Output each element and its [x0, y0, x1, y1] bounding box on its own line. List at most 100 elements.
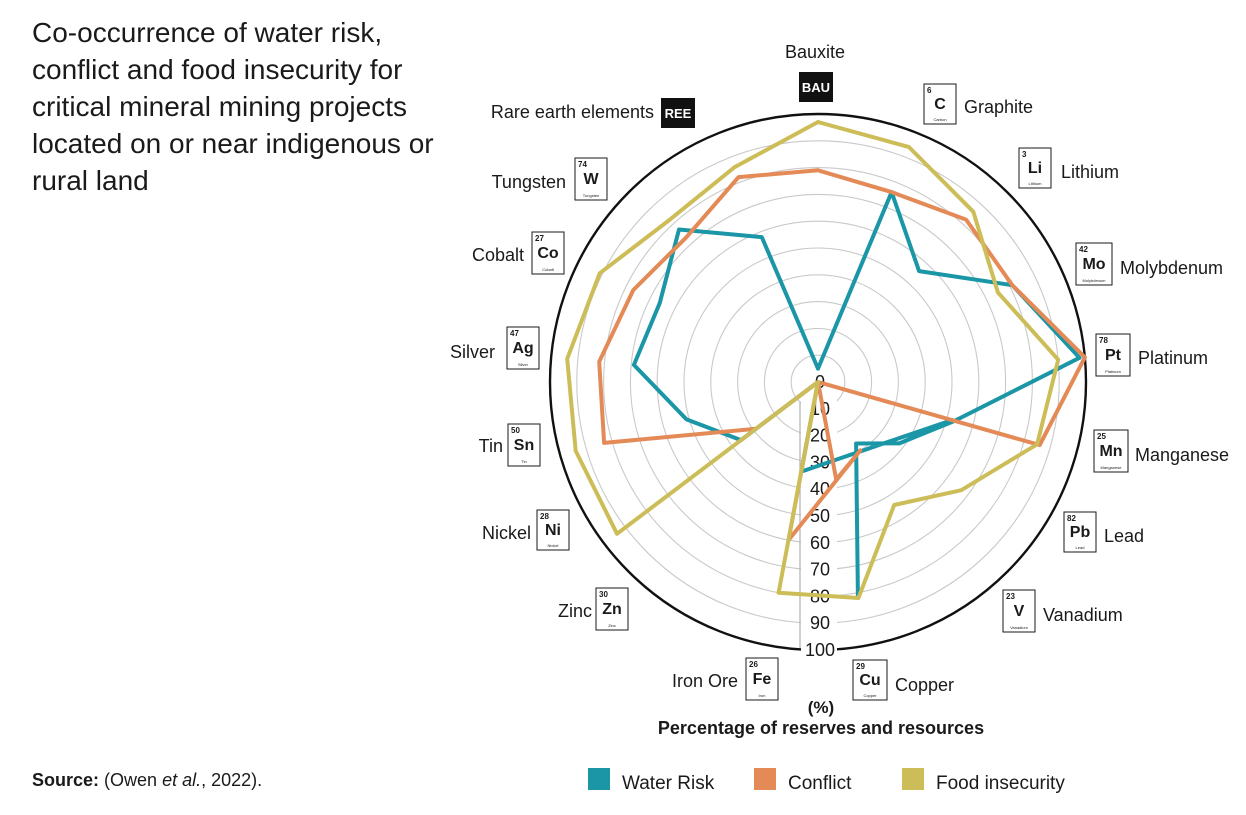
- element-subtitle: Tungsten: [583, 193, 600, 198]
- element-number: 78: [1099, 336, 1108, 345]
- mineral-name: Vanadium: [1043, 605, 1123, 625]
- tick-label: 100: [805, 640, 835, 660]
- element-subtitle: Cobalt: [542, 267, 554, 272]
- tick-label-bg: [801, 479, 837, 501]
- category-label: Lithium 3Li Lithium: [1018, 147, 1119, 189]
- element-badge: [1075, 242, 1113, 286]
- category-label: Bauxite BAU: [785, 42, 845, 102]
- mineral-name: Bauxite: [785, 42, 845, 62]
- legend-item: Food insecurity: [902, 768, 1065, 794]
- category-label: Tin 50 Sn Tin: [479, 423, 541, 467]
- element-symbol: Pb: [1070, 524, 1091, 541]
- element-symbol: Fe: [753, 671, 772, 688]
- element-number: 42: [1079, 245, 1088, 254]
- element-badge: [923, 83, 957, 125]
- element-symbol: V: [1014, 603, 1025, 620]
- mineral-name: Cobalt: [472, 245, 524, 265]
- series-line-food-insecurity: [565, 120, 1061, 600]
- element-number: 25: [1097, 432, 1106, 441]
- tick-label: 90: [810, 613, 830, 633]
- mineral-name: Silver: [450, 342, 495, 362]
- mineral-name: Platinum: [1138, 348, 1208, 368]
- category-label: Zinc 30 Zn Zinc: [558, 587, 629, 631]
- element-subtitle: Zinc: [608, 623, 616, 628]
- element-badge: [661, 98, 695, 128]
- mineral-name: Lead: [1104, 526, 1144, 546]
- element-symbol: Ag: [512, 340, 533, 357]
- mineral-name: Tin: [479, 436, 503, 456]
- element-badge: [1002, 589, 1036, 633]
- series-line-conflict: [597, 168, 1087, 543]
- element-number: 30: [599, 590, 608, 599]
- element-subtitle: Manganese: [1101, 465, 1123, 470]
- category-label: Platinum 78 Pt Platinum: [1095, 333, 1208, 377]
- element-subtitle: Tin: [521, 459, 526, 464]
- element-number: 3: [1022, 150, 1027, 159]
- axis-title: Percentage of reserves and resources: [658, 718, 984, 738]
- element-badge: [531, 231, 565, 275]
- element-badge: [595, 587, 629, 631]
- legend-label: Conflict: [788, 773, 852, 794]
- element-symbol: Ni: [545, 522, 561, 539]
- element-badge: [1018, 147, 1052, 189]
- element-symbol: Cu: [859, 672, 880, 689]
- legend-swatch: [754, 768, 776, 790]
- legend-item: Conflict: [754, 768, 852, 794]
- legend-item: Water Risk: [588, 768, 715, 794]
- element-subtitle: Vanadium: [1010, 625, 1028, 630]
- category-label: Cobalt 27 Co Cobalt: [472, 231, 565, 275]
- category-label: Tungsten 74 W Tungsten: [492, 157, 608, 201]
- mineral-name: Graphite: [964, 97, 1033, 117]
- element-badge: [799, 72, 833, 102]
- element-number: 28: [540, 512, 549, 521]
- category-label: Molybdenum 42 Mo Molybdenum: [1075, 242, 1223, 286]
- element-subtitle: Iron: [759, 693, 766, 698]
- element-symbol: Mo: [1082, 256, 1105, 273]
- element-symbol: Sn: [514, 437, 534, 454]
- element-symbol: BAU: [802, 80, 830, 95]
- element-subtitle: Lithium: [1029, 181, 1043, 186]
- tick-label-bg: [801, 532, 837, 554]
- element-symbol: C: [934, 96, 946, 113]
- source-label: Source:: [32, 770, 100, 790]
- element-symbol: Co: [537, 245, 559, 262]
- element-number: 23: [1006, 592, 1015, 601]
- element-badge: [1095, 333, 1131, 377]
- element-badge: [574, 157, 608, 201]
- tick-label-bg: [801, 640, 837, 661]
- source-text-italic: et al.: [162, 770, 202, 790]
- mineral-name: Tungsten: [492, 172, 566, 192]
- element-subtitle: Molybdenum: [1083, 278, 1107, 283]
- element-subtitle: Nickel: [548, 543, 559, 548]
- element-number: 74: [578, 160, 587, 169]
- axis-unit-label: (%): [808, 698, 834, 717]
- mineral-name: Copper: [895, 675, 954, 695]
- element-badge: [745, 657, 779, 701]
- element-badge: [1093, 429, 1129, 473]
- element-symbol: Pt: [1105, 347, 1122, 364]
- tick-label: 50: [810, 506, 830, 526]
- legend-label: Food insecurity: [936, 773, 1065, 794]
- element-symbol: Mn: [1099, 443, 1122, 460]
- tick-label: 20: [810, 426, 830, 446]
- mineral-name: Lithium: [1061, 162, 1119, 182]
- category-labels: BauxiteBAUGraphite6CCarbonLithium3LiLith…: [450, 42, 1229, 701]
- element-badge: [507, 423, 541, 467]
- tick-label-bg: [801, 613, 837, 635]
- tick-label: 70: [810, 560, 830, 580]
- element-symbol: Li: [1028, 160, 1042, 177]
- element-subtitle: Silver: [518, 362, 529, 367]
- element-badge: [1063, 511, 1097, 553]
- element-badge: [506, 326, 540, 370]
- element-badge: [852, 659, 888, 701]
- category-label: Manganese 25 Mn Manganese: [1093, 429, 1229, 473]
- mineral-name: Nickel: [482, 523, 531, 543]
- mineral-name: Zinc: [558, 601, 592, 621]
- element-number: 6: [927, 86, 932, 95]
- tick-label-bg: [801, 559, 837, 581]
- element-subtitle: Copper: [863, 693, 877, 698]
- element-number: 50: [511, 426, 520, 435]
- element-number: 27: [535, 234, 544, 243]
